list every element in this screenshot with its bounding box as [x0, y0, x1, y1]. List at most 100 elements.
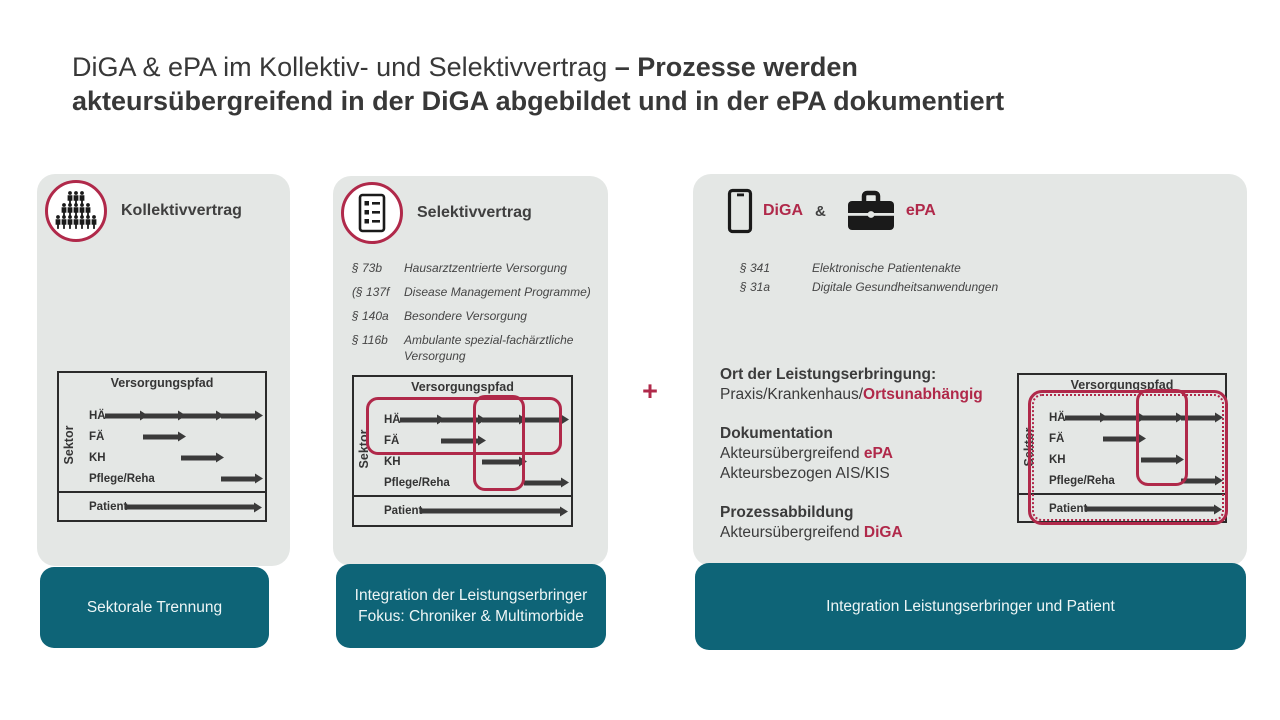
paragraph-text: Ambulante spezial-fachärztliche Versorgu… [404, 333, 574, 363]
smartphone-icon [727, 188, 753, 234]
paragraph-item: (§ 137f Disease Management Programme) [352, 284, 592, 300]
diagram-row: FÄ [59, 426, 265, 447]
patient-divider [1019, 493, 1225, 495]
paragraph-ref: (§ 137f [352, 285, 390, 299]
versorgungspfad-diagram-kollektiv: Versorgungspfad Sektor HÄ FÄ KH Pflege/Reha Pa… [57, 371, 267, 522]
paragraph-item: § 140a Besondere Versorgung [352, 308, 592, 324]
flow-arrow [1086, 506, 1215, 512]
flow-arrow [126, 504, 255, 510]
footer-text-line1: Integration der Leistungserbringer [354, 587, 588, 604]
paragraph-ref: § 73b [352, 261, 383, 275]
patient-divider [354, 495, 571, 497]
diagram-row: HÄ [354, 409, 571, 430]
paragraph-ref: § 116b [352, 333, 388, 347]
arrow-track [125, 493, 257, 521]
diagram-row: HÄ [59, 405, 265, 426]
flow-arrow [1180, 415, 1216, 420]
paragraph-item: § 31a Digitale Gesundheitsanwendungen [740, 279, 1040, 295]
flow-arrow [440, 438, 479, 443]
diagram-row-patient: Patient [1019, 495, 1225, 523]
flow-arrow [1103, 415, 1138, 420]
flow-arrow [1141, 415, 1176, 420]
footer-text-line2: Fokus: Chroniker & Multimorbide [358, 608, 584, 625]
footer-text: Integration Leistungserbringer und Patie… [826, 598, 1115, 615]
footer-banner-sektorale-trennung: Sektorale Trennung [40, 567, 269, 648]
flow-arrow [1180, 478, 1216, 483]
arrow-track [400, 430, 563, 451]
diagram-row-label: HÄ [89, 409, 106, 422]
info-ort-highlight: Ortsunabhängig [863, 386, 983, 403]
diagram-title: Versorgungspfad [110, 376, 214, 390]
title-regular-part: DiGA & ePA im Kollektiv- und Selektivver… [72, 52, 615, 82]
dotted-border [1032, 394, 1224, 521]
diagram-row-label: Patient [384, 505, 423, 517]
info-ort-regular: Praxis/Krankenhaus/ [720, 386, 864, 403]
diagram-row-label: KH [384, 455, 401, 468]
info-prozess-heading: Prozessabbildung [720, 504, 854, 521]
diagram-row-label: Patient [89, 501, 128, 513]
patient-divider [59, 491, 265, 493]
flow-arrow [523, 480, 562, 485]
flow-arrow [1103, 436, 1138, 441]
panel-kollektiv-header: Kollektivvertrag [45, 180, 242, 242]
diagram-row: Pflege/Reha [354, 472, 571, 493]
panel-kollektivvertrag: Kollektivvertrag [37, 174, 290, 566]
crowd-icon [45, 180, 107, 242]
checklist-icon [341, 182, 403, 244]
diagram-row-patient: Patient [59, 493, 265, 521]
selektiv-paragraph-list: § 73b Hausarztzentrierte Versorgung (§ 1… [352, 260, 592, 372]
paragraph-text: Hausarztzentrierte Versorgung [404, 261, 567, 275]
panel-diga-epa: DiGA & ePA [693, 174, 1247, 566]
diagram-row: KH [1019, 449, 1225, 470]
plus-sign: + [642, 376, 658, 406]
diga-epa-paragraph-list: § 341 Elektronische Patientenakte § 31a … [740, 260, 1040, 298]
paragraph-item: § 116b Ambulante spezial-fachärztliche V… [352, 332, 592, 364]
diga-epa-info-block: Ort der Leistungserbringung: Praxis/Kran… [720, 365, 1032, 562]
diagram-row-patient: Patient [354, 497, 571, 525]
panel-kollektiv-heading: Kollektivvertrag [121, 202, 242, 219]
flow-arrow [181, 413, 216, 418]
paragraph-text: Besondere Versorgung [404, 309, 527, 323]
paragraph-ref: § 341 [740, 261, 771, 275]
diagram-row-label: FÄ [89, 430, 105, 443]
arrow-track [1065, 428, 1217, 449]
panel-diga-epa-header: DiGA & ePA [727, 186, 936, 236]
flow-arrow [440, 417, 479, 422]
flow-arrow [421, 508, 561, 514]
arrow-track [105, 426, 257, 447]
paragraph-ref: § 140a [352, 309, 389, 323]
diagram-row-label: KH [89, 451, 106, 464]
arrow-track [1065, 449, 1217, 470]
diagram-row-label: Pflege/Reha [1049, 474, 1115, 487]
highlight-box-all-actors-dotted [1028, 390, 1228, 525]
info-doku-heading: Dokumentation [720, 425, 833, 442]
diagram-row-label: HÄ [384, 413, 401, 426]
ampersand-label: & [815, 202, 826, 220]
info-prozess-line: Akteursübergreifend [720, 524, 864, 541]
paragraph-item: § 341 Elektronische Patientenakte [740, 260, 1040, 276]
flow-arrow [1141, 457, 1176, 462]
flow-arrow [400, 417, 438, 422]
flow-arrow [181, 455, 216, 460]
arrow-track [1065, 407, 1217, 428]
highlight-box-column-selektiv [473, 395, 525, 491]
flow-arrow [220, 413, 256, 418]
briefcase-icon [846, 190, 896, 232]
paragraph-text: Disease Management Programme) [404, 285, 591, 299]
diagram-title: Versorgungspfad [1070, 378, 1174, 392]
footer-banner-integration-patient: Integration Leistungserbringer und Patie… [695, 563, 1246, 650]
info-prozess-highlight: DiGA [863, 524, 903, 541]
info-ort: Ort der Leistungserbringung: Praxis/Kran… [720, 365, 1032, 405]
footer-banner-integration-leistungserbringer: Integration der Leistungserbringer Fokus… [336, 564, 606, 648]
info-doku-line2: Akteursbezogen AIS/KIS [720, 465, 890, 482]
diagram-row-label: FÄ [384, 434, 400, 447]
highlight-box-haefae-rows [366, 397, 562, 455]
info-doku-line1: Akteursübergreifend [720, 445, 864, 462]
diagram-row-label: KH [1049, 453, 1066, 466]
arrow-track [400, 472, 563, 493]
diagram-row: FÄ [1019, 428, 1225, 449]
diagram-row-label: Pflege/Reha [89, 472, 155, 485]
arrow-track [1085, 495, 1217, 523]
flow-arrow [143, 434, 178, 439]
